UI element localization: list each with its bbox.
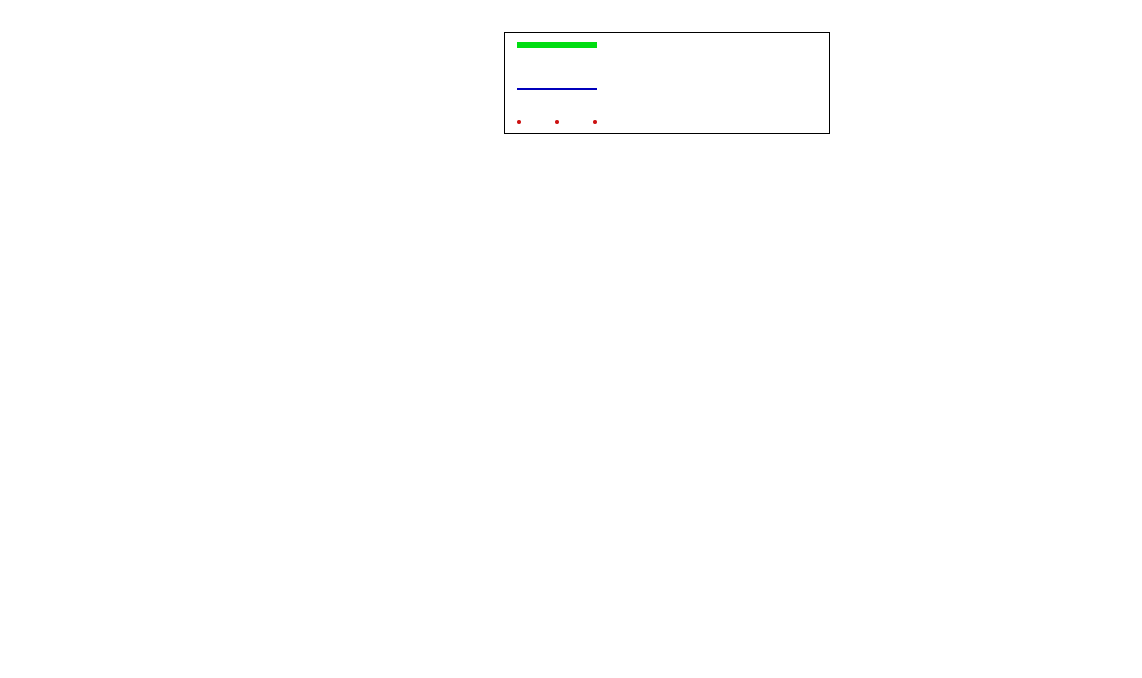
legend-item-hmm — [517, 79, 817, 90]
legend-item-gps — [517, 42, 817, 48]
gps-line-swatch — [517, 42, 597, 48]
legend-item-road — [517, 120, 817, 124]
hmm-line-swatch — [517, 87, 597, 90]
road-dot — [593, 120, 597, 124]
legend — [504, 32, 830, 134]
road-dots-swatch — [517, 120, 597, 124]
hmm-line-swatch-bar — [517, 87, 597, 90]
road-dots-swatch-row — [517, 120, 597, 124]
road-dot — [555, 120, 559, 124]
road-dot — [517, 120, 521, 124]
gps-line-swatch-bar — [517, 42, 597, 48]
